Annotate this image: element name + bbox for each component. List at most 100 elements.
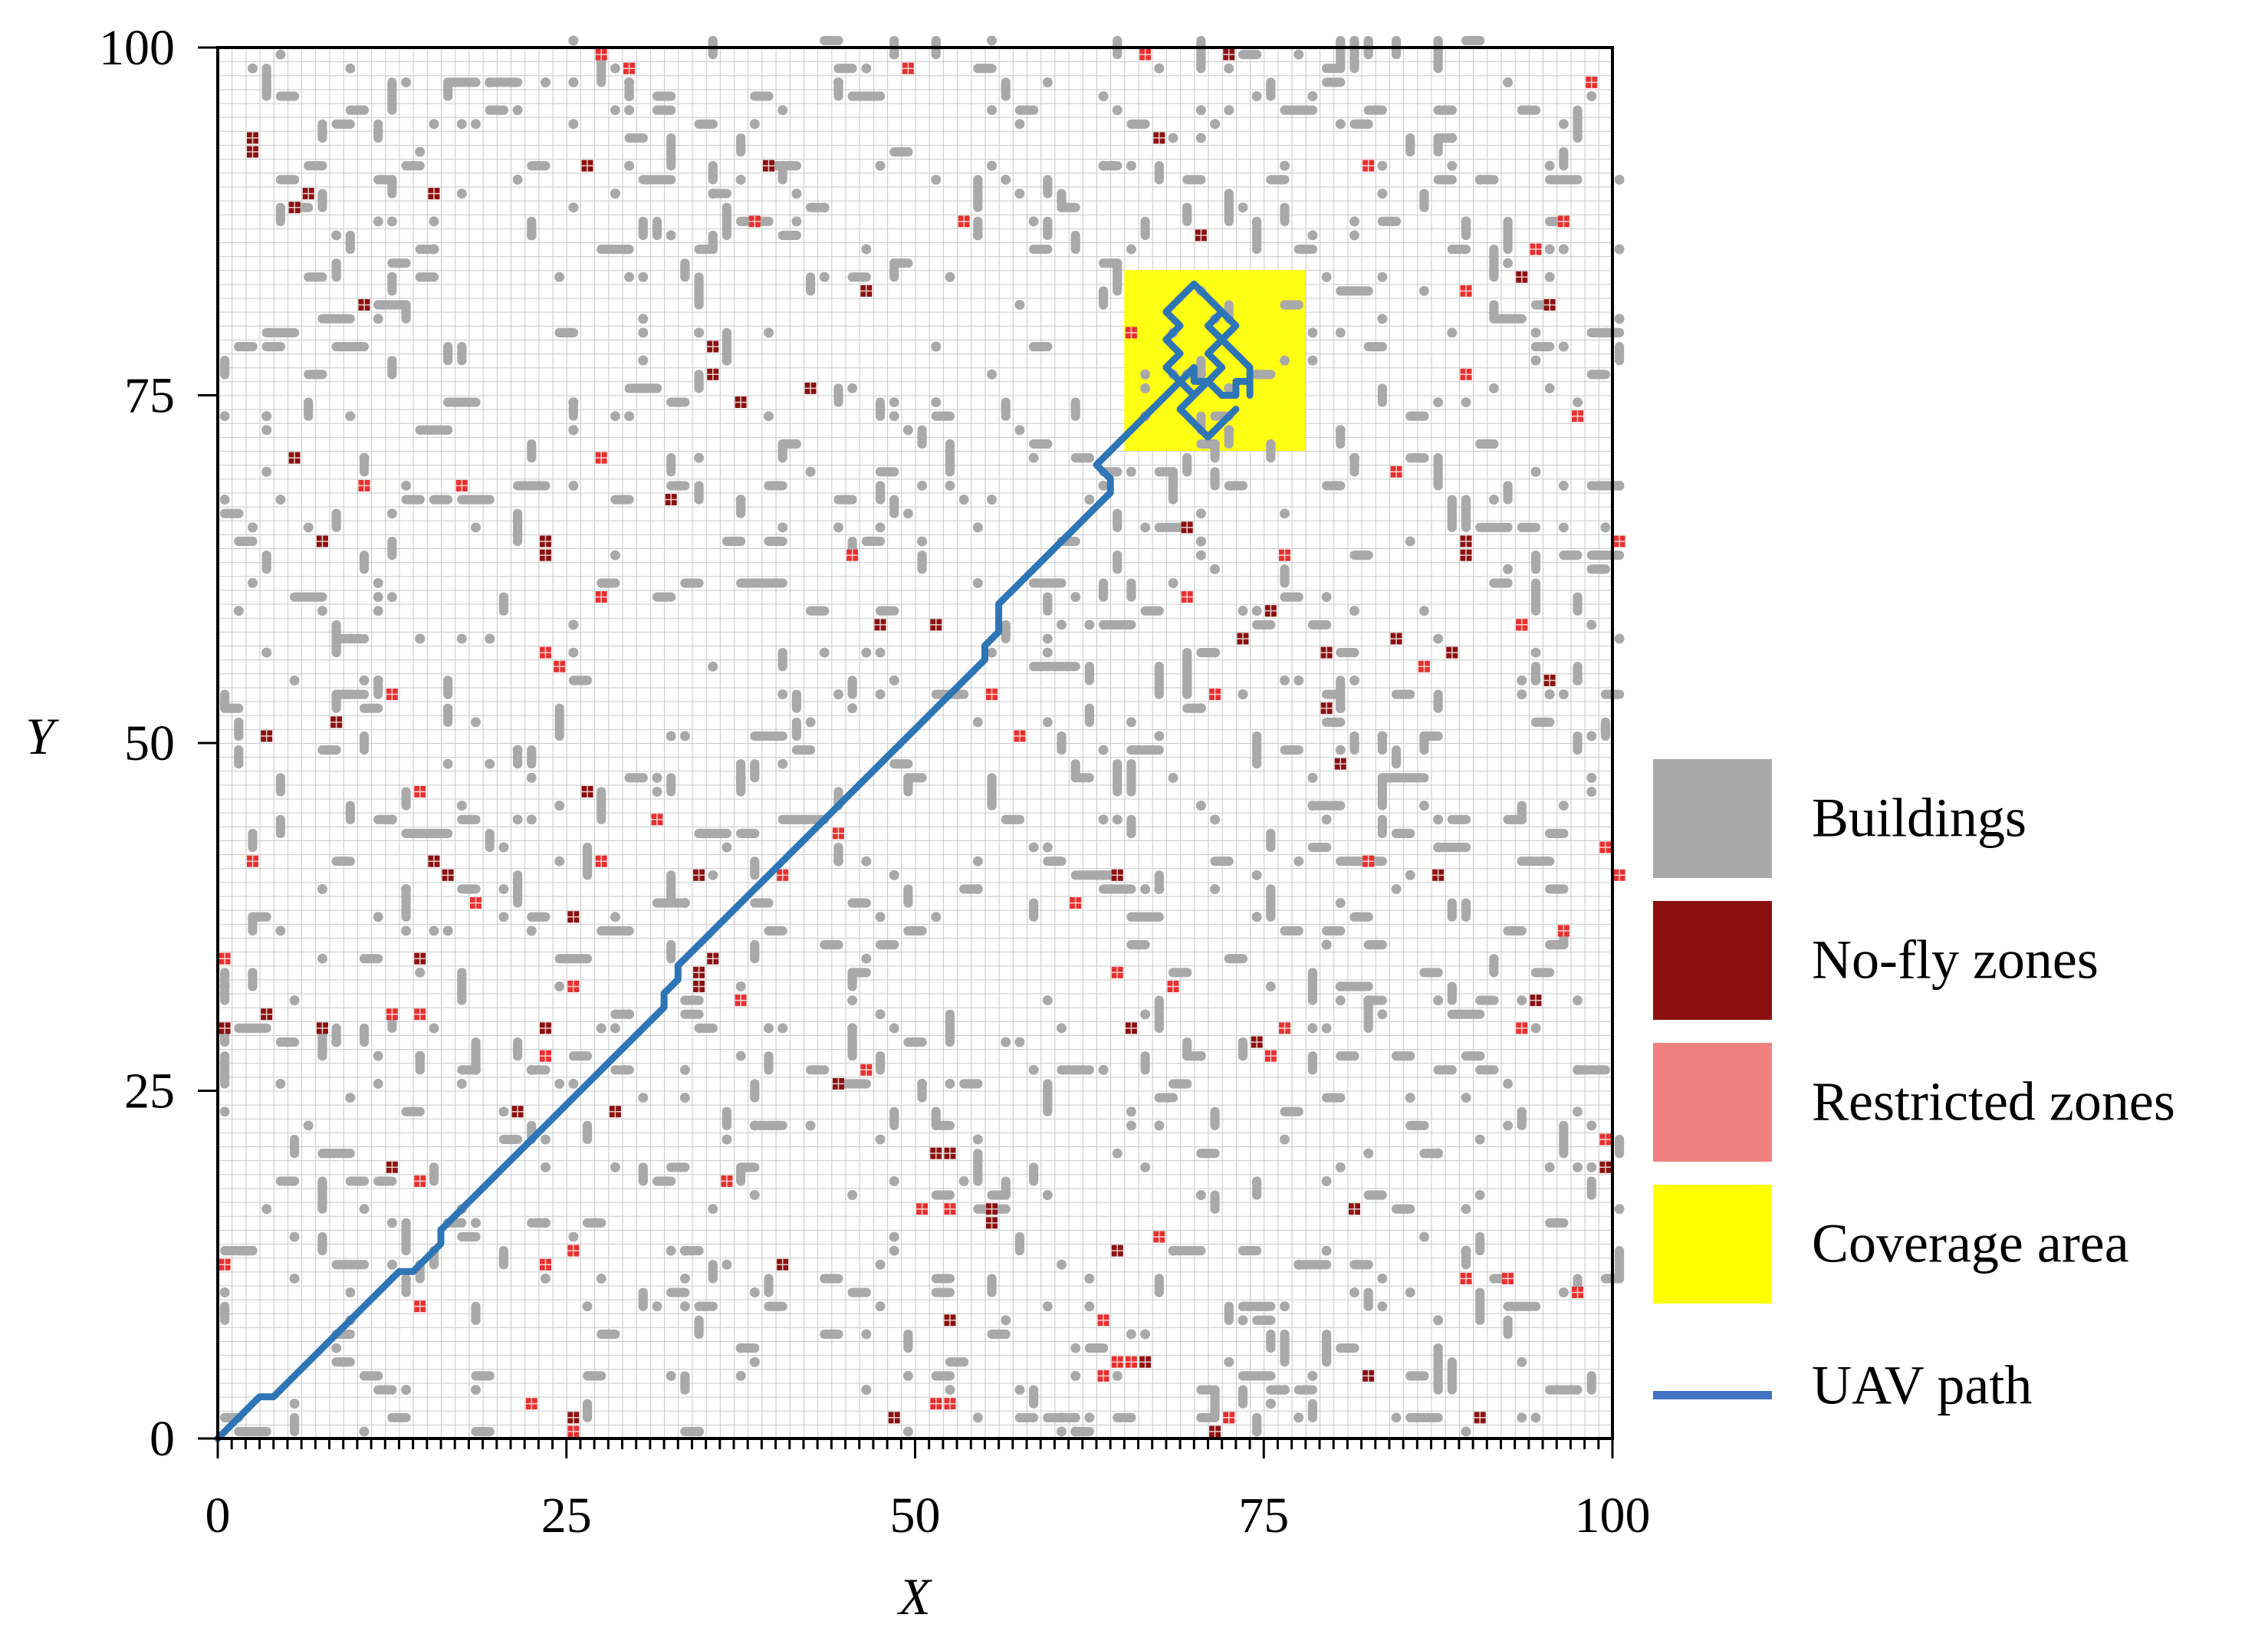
no-fly-zone bbox=[1599, 1161, 1612, 1173]
building bbox=[597, 244, 620, 255]
building bbox=[219, 411, 230, 422]
building bbox=[304, 397, 314, 421]
building bbox=[526, 814, 537, 825]
building bbox=[1530, 717, 1555, 727]
building bbox=[289, 675, 300, 686]
building bbox=[1419, 968, 1443, 978]
building bbox=[1475, 1065, 1499, 1075]
building bbox=[1586, 481, 1625, 491]
building bbox=[554, 327, 578, 337]
y-tick-label: 0 bbox=[150, 1411, 175, 1467]
building bbox=[401, 480, 412, 491]
building bbox=[1014, 1412, 1039, 1422]
no-fly-zone bbox=[316, 1022, 328, 1034]
building bbox=[554, 271, 565, 282]
building bbox=[471, 1371, 495, 1381]
no-fly-zone bbox=[1153, 132, 1165, 144]
building bbox=[331, 1343, 342, 1353]
building bbox=[1182, 453, 1192, 477]
building bbox=[666, 453, 676, 477]
building bbox=[1488, 495, 1499, 505]
building bbox=[1196, 35, 1206, 74]
building bbox=[568, 1078, 579, 1089]
building bbox=[1224, 954, 1248, 964]
y-axis: 0 25 50 75 100 bbox=[99, 20, 218, 1467]
building bbox=[1195, 105, 1206, 116]
no-fly-zone bbox=[219, 1022, 231, 1034]
building bbox=[345, 1093, 356, 1103]
building bbox=[679, 1273, 690, 1284]
building bbox=[917, 480, 928, 491]
building bbox=[331, 857, 355, 866]
building bbox=[442, 926, 453, 936]
building bbox=[1573, 995, 1583, 1006]
building bbox=[1043, 592, 1053, 616]
building bbox=[373, 119, 383, 143]
building bbox=[1349, 230, 1359, 241]
restricted-zone bbox=[1418, 660, 1430, 672]
no-fly-zone bbox=[261, 730, 273, 742]
building bbox=[777, 758, 788, 769]
building bbox=[1210, 564, 1221, 574]
building bbox=[1293, 1412, 1304, 1423]
building bbox=[568, 77, 579, 87]
building bbox=[903, 1329, 913, 1353]
building bbox=[1335, 898, 1346, 909]
building bbox=[1377, 1273, 1388, 1284]
building bbox=[1433, 35, 1443, 74]
building bbox=[275, 91, 300, 101]
building bbox=[220, 968, 230, 1005]
building bbox=[1084, 1273, 1095, 1284]
building bbox=[666, 481, 690, 491]
restricted-zone bbox=[358, 479, 370, 492]
building bbox=[1517, 105, 1541, 115]
legend-swatch bbox=[1653, 1043, 1772, 1162]
building bbox=[1280, 926, 1303, 935]
building bbox=[1001, 1037, 1011, 1047]
building bbox=[973, 175, 983, 212]
building bbox=[791, 717, 801, 741]
building bbox=[1530, 578, 1541, 616]
building bbox=[1307, 1399, 1318, 1422]
building bbox=[1293, 1385, 1318, 1395]
building bbox=[764, 1023, 774, 1034]
building bbox=[805, 717, 816, 728]
building bbox=[359, 1371, 383, 1381]
building bbox=[1391, 828, 1415, 838]
restricted-zone bbox=[1362, 159, 1375, 172]
building bbox=[1238, 1301, 1276, 1311]
building bbox=[1391, 1204, 1415, 1214]
building bbox=[1335, 327, 1346, 338]
building bbox=[1112, 1370, 1122, 1381]
building bbox=[261, 551, 271, 574]
building bbox=[1293, 856, 1304, 866]
building bbox=[1391, 745, 1402, 769]
building bbox=[485, 828, 495, 853]
building bbox=[1433, 633, 1444, 644]
building bbox=[666, 133, 676, 171]
building bbox=[945, 439, 955, 477]
building bbox=[289, 995, 300, 1006]
building bbox=[721, 536, 746, 547]
building bbox=[1196, 1149, 1220, 1159]
building bbox=[1042, 1190, 1053, 1201]
restricted-zone bbox=[1070, 897, 1082, 909]
building bbox=[708, 870, 718, 880]
building bbox=[1280, 160, 1290, 171]
no-fly-zone bbox=[261, 1008, 273, 1021]
building bbox=[471, 522, 482, 533]
restricted-zone bbox=[414, 1175, 426, 1187]
building bbox=[317, 1149, 355, 1159]
building bbox=[931, 1106, 941, 1130]
building bbox=[1530, 968, 1555, 978]
building bbox=[1503, 1315, 1513, 1340]
building bbox=[987, 495, 998, 505]
building bbox=[1544, 160, 1555, 171]
building bbox=[1363, 939, 1387, 950]
building bbox=[331, 620, 341, 658]
building bbox=[875, 1051, 886, 1075]
building bbox=[1586, 1162, 1597, 1172]
building bbox=[1558, 341, 1569, 352]
building bbox=[875, 1134, 886, 1145]
